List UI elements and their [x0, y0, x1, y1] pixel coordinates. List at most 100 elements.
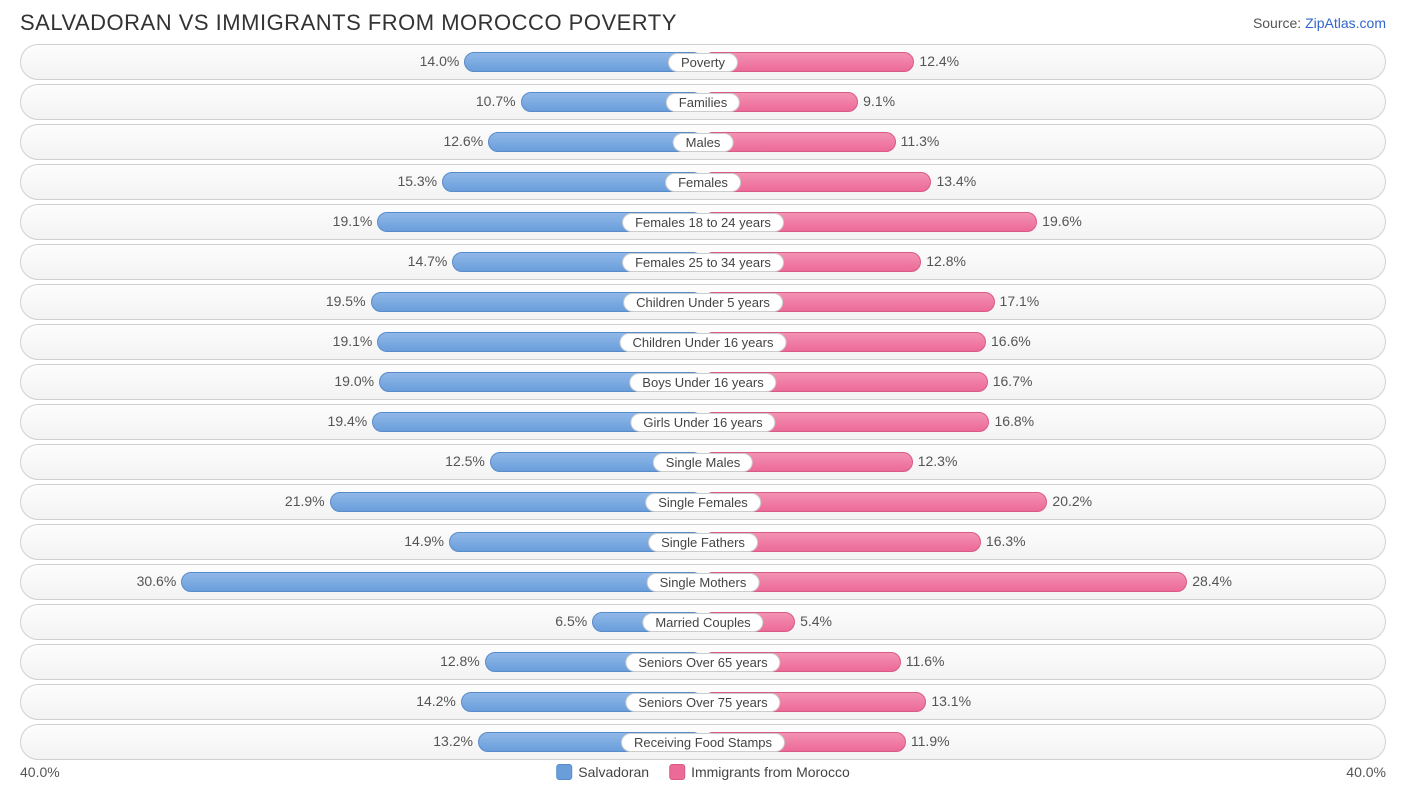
- value-label-right: 16.7%: [993, 373, 1033, 389]
- chart-row: 14.0%12.4%Poverty: [20, 44, 1386, 80]
- value-label-right: 11.3%: [901, 133, 940, 149]
- chart-title: SALVADORAN VS IMMIGRANTS FROM MOROCCO PO…: [20, 10, 677, 36]
- row-left-half: 14.7%: [21, 245, 703, 279]
- chart-row: 13.2% 11.9% Receiving Food Stamps: [20, 724, 1386, 760]
- chart-row: 12.5%12.3%Single Males: [20, 444, 1386, 480]
- value-label-left: 19.1%: [333, 333, 373, 349]
- row-left-half: 12.8%: [21, 645, 703, 679]
- row-right-half: 11.9%: [703, 725, 1385, 759]
- bar-right: 28.4%: [703, 572, 1187, 592]
- category-label: Females: [665, 173, 741, 192]
- row-right-half: 13.4%: [703, 165, 1385, 199]
- chart-row: 12.6%11.3%Males: [20, 124, 1386, 160]
- bar-left: 12.6%: [488, 132, 703, 152]
- row-right-half: 5.4%: [703, 605, 1385, 639]
- value-label-right: 16.8%: [994, 413, 1034, 429]
- source-attribution: Source: ZipAtlas.com: [1253, 15, 1386, 31]
- row-left-half: 19.1%: [21, 325, 703, 359]
- chart-row: 10.7% 9.1% Families: [20, 84, 1386, 120]
- value-label-right: 12.8%: [926, 253, 966, 269]
- value-label-left: 13.2%: [433, 733, 473, 749]
- bar-left: 30.6%: [181, 572, 703, 592]
- legend-label-left: Salvadoran: [578, 764, 649, 780]
- chart-row: 14.7% 12.8% Females 25 to 34 years: [20, 244, 1386, 280]
- category-label: Receiving Food Stamps: [621, 733, 785, 752]
- row-right-half: 9.1%: [703, 85, 1385, 119]
- value-label-right: 11.6%: [906, 653, 945, 669]
- row-right-half: 11.3%: [703, 125, 1385, 159]
- value-label-right: 9.1%: [863, 93, 895, 109]
- row-left-half: 21.9%: [21, 485, 703, 519]
- legend-swatch-pink: [669, 764, 685, 780]
- value-label-left: 19.0%: [334, 373, 374, 389]
- row-right-half: 16.8%: [703, 405, 1385, 439]
- legend: Salvadoran Immigrants from Morocco: [556, 764, 850, 780]
- row-left-half: 19.4%: [21, 405, 703, 439]
- row-right-half: 16.3%: [703, 525, 1385, 559]
- row-left-half: 12.6%: [21, 125, 703, 159]
- row-left-half: 19.1%: [21, 205, 703, 239]
- chart-row: 19.0%16.7%Boys Under 16 years: [20, 364, 1386, 400]
- value-label-left: 19.1%: [333, 213, 373, 229]
- value-label-left: 14.0%: [420, 53, 460, 69]
- row-right-half: 12.8%: [703, 245, 1385, 279]
- chart-row: 14.2% 13.1% Seniors Over 75 years: [20, 684, 1386, 720]
- row-left-half: 19.5%: [21, 285, 703, 319]
- row-left-half: 13.2%: [21, 725, 703, 759]
- value-label-right: 13.1%: [931, 693, 971, 709]
- value-label-left: 30.6%: [137, 573, 177, 589]
- value-label-left: 12.6%: [443, 133, 483, 149]
- bar-left: 15.3%: [442, 172, 703, 192]
- value-label-right: 20.2%: [1052, 493, 1092, 509]
- value-label-left: 14.9%: [404, 533, 444, 549]
- row-right-half: 12.3%: [703, 445, 1385, 479]
- value-label-right: 17.1%: [1000, 293, 1040, 309]
- category-label: Females 25 to 34 years: [622, 253, 784, 272]
- row-right-half: 19.6%: [703, 205, 1385, 239]
- row-right-half: 12.4%: [703, 45, 1385, 79]
- value-label-left: 10.7%: [476, 93, 516, 109]
- legend-label-right: Immigrants from Morocco: [691, 764, 850, 780]
- row-right-half: 28.4%: [703, 565, 1385, 599]
- chart-row: 30.6%28.4%Single Mothers: [20, 564, 1386, 600]
- category-label: Single Males: [653, 453, 753, 472]
- row-left-half: 10.7%: [21, 85, 703, 119]
- value-label-right: 16.6%: [991, 333, 1031, 349]
- axis-right-max: 40.0%: [1346, 764, 1386, 780]
- value-label-right: 19.6%: [1042, 213, 1082, 229]
- chart-row: 19.5% 17.1% Children Under 5 years: [20, 284, 1386, 320]
- value-label-right: 16.3%: [986, 533, 1026, 549]
- value-label-right: 13.4%: [936, 173, 976, 189]
- axis-row: 40.0% Salvadoran Immigrants from Morocco…: [20, 764, 1386, 780]
- row-right-half: 11.6%: [703, 645, 1385, 679]
- axis-left-max: 40.0%: [20, 764, 60, 780]
- row-right-half: 16.6%: [703, 325, 1385, 359]
- chart-row: 6.5% 5.4% Married Couples: [20, 604, 1386, 640]
- value-label-right: 5.4%: [800, 613, 832, 629]
- row-right-half: 17.1%: [703, 285, 1385, 319]
- value-label-right: 12.3%: [918, 453, 958, 469]
- row-left-half: 14.2%: [21, 685, 703, 719]
- category-label: Seniors Over 75 years: [625, 693, 780, 712]
- row-left-half: 14.9%: [21, 525, 703, 559]
- legend-swatch-blue: [556, 764, 572, 780]
- category-label: Families: [666, 93, 740, 112]
- row-left-half: 6.5%: [21, 605, 703, 639]
- row-left-half: 30.6%: [21, 565, 703, 599]
- row-right-half: 13.1%: [703, 685, 1385, 719]
- legend-item-right: Immigrants from Morocco: [669, 764, 850, 780]
- category-label: Married Couples: [642, 613, 763, 632]
- source-link[interactable]: ZipAtlas.com: [1305, 15, 1386, 31]
- value-label-left: 14.2%: [416, 693, 456, 709]
- row-left-half: 14.0%: [21, 45, 703, 79]
- category-label: Children Under 5 years: [623, 293, 783, 312]
- value-label-left: 12.8%: [440, 653, 480, 669]
- row-left-half: 19.0%: [21, 365, 703, 399]
- row-right-half: 16.7%: [703, 365, 1385, 399]
- row-left-half: 15.3%: [21, 165, 703, 199]
- value-label-right: 11.9%: [911, 733, 950, 749]
- chart-row: 15.3% 13.4% Females: [20, 164, 1386, 200]
- category-label: Females 18 to 24 years: [622, 213, 784, 232]
- category-label: Children Under 16 years: [620, 333, 787, 352]
- value-label-left: 19.5%: [326, 293, 366, 309]
